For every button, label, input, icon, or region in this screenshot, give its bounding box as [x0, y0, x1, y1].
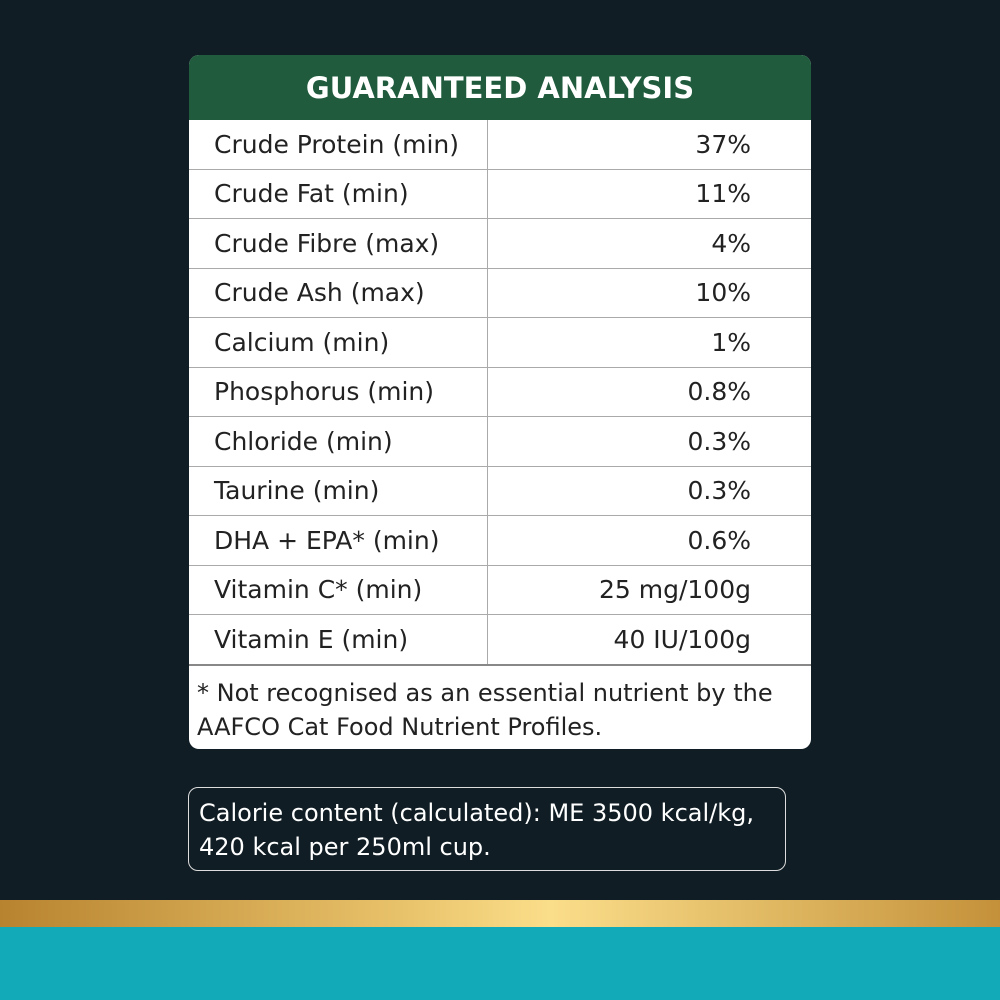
nutrient-name: Chloride (min): [189, 417, 488, 466]
nutrient-value: 0.8%: [687, 377, 751, 407]
calorie-box: Calorie content (calculated): ME 3500 kc…: [188, 787, 786, 871]
rows: Crude Protein (min) 37% Crude Fat (min) 11%…: [189, 120, 811, 666]
nutrient-value: 11%: [695, 179, 751, 209]
table-row: Vitamin C* (min) 25 mg/100g: [189, 565, 811, 615]
nutrient-name: DHA + EPA* (min): [189, 516, 488, 565]
nutrient-name: Crude Protein (min): [189, 120, 488, 169]
table-row: Phosphorus (min) 0.8%: [189, 367, 811, 417]
footnote: * Not recognised as an essential nutrien…: [197, 678, 773, 741]
table-row: Calcium (min) 1%: [189, 318, 811, 368]
table-row: Vitamin E (min) 40 IU/100g: [189, 615, 811, 666]
nutrient-name: Calcium (min): [189, 318, 488, 367]
nutrient-value: 0.6%: [687, 525, 751, 555]
nutrient-value: 37%: [695, 129, 751, 159]
nutrient-value: 1%: [711, 327, 751, 357]
table-row: Crude Fibre (max) 4%: [189, 219, 811, 269]
table-row: Chloride (min) 0.3%: [189, 417, 811, 467]
nutrient-name: Vitamin E (min): [189, 615, 488, 664]
gold-stripe: [0, 900, 1000, 927]
card-title: GUARANTEED ANALYSIS: [189, 55, 811, 120]
nutrient-value: 0.3%: [687, 426, 751, 456]
nutrient-value: 40 IU/100g: [613, 624, 751, 654]
nutrient-value: 0.3%: [687, 476, 751, 506]
nutrient-name: Crude Fibre (max): [189, 219, 488, 268]
table-row: Crude Fat (min) 11%: [189, 169, 811, 219]
table-row: Taurine (min) 0.3%: [189, 466, 811, 516]
nutrient-name: Phosphorus (min): [189, 367, 488, 416]
nutrient-value: 4%: [711, 228, 751, 258]
nutrient-name: Crude Fat (min): [189, 169, 488, 218]
nutrient-value: 10%: [695, 278, 751, 308]
analysis-card: GUARANTEED ANALYSIS Crude Protein (min) 3…: [189, 55, 811, 749]
table-row: DHA + EPA* (min) 0.6%: [189, 516, 811, 566]
nutrient-name: Taurine (min): [189, 466, 488, 515]
nutrient-name: Vitamin C* (min): [189, 565, 488, 614]
nutrient-value: 25 mg/100g: [599, 575, 751, 605]
nutrient-name: Crude Ash (max): [189, 268, 488, 317]
table-row: Crude Ash (max) 10%: [189, 268, 811, 318]
table-row: Crude Protein (min) 37%: [189, 120, 811, 170]
teal-band: [0, 927, 1000, 1000]
